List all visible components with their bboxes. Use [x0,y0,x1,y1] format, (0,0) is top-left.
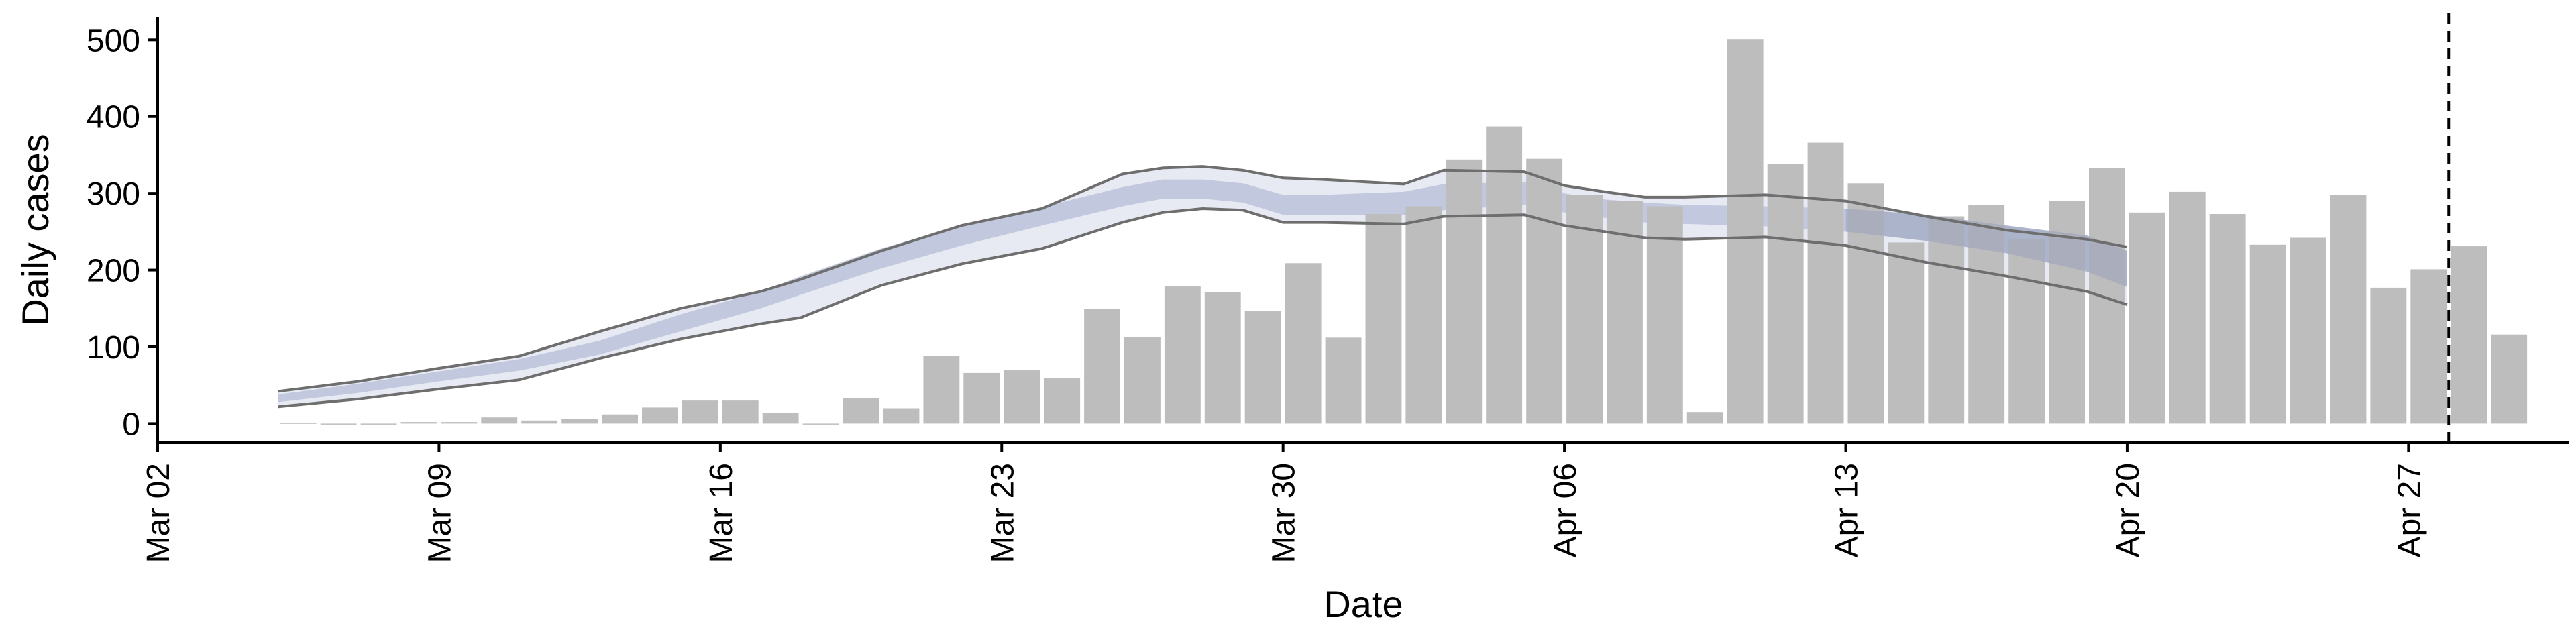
bar-2020-04-12 [1807,142,1844,424]
bar-2020-03-08 [400,422,437,424]
bar-2020-03-28 [1204,292,1241,424]
bar-2020-03-20 [883,408,920,424]
bar-2020-03-12 [561,419,598,424]
x-tick-label-mar-09: Mar 09 [422,463,458,563]
bar-2020-03-29 [1244,311,1281,424]
bar-2020-03-10 [481,417,518,424]
bar-2020-04-20 [2129,212,2165,424]
bar-2020-04-27 [2410,269,2447,424]
y-axis-title: Daily cases [14,133,56,325]
bar-2020-03-18 [802,423,839,425]
bar-2020-03-23 [1004,370,1040,424]
x-tick-label-mar-02: Mar 02 [141,463,176,563]
y-tick-label-100: 100 [87,330,140,366]
bar-2020-04-06 [1566,195,1603,424]
bar-2020-04-21 [2169,191,2206,424]
bar-2020-04-29 [2491,334,2528,424]
x-tick-label-mar-30: Mar 30 [1267,463,1302,563]
bar-2020-04-23 [2249,244,2286,424]
bar-2020-03-30 [1285,263,1322,424]
bar-2020-03-13 [602,414,638,424]
bar-2020-04-10 [1727,39,1764,424]
bar-2020-04-03 [1446,159,1483,424]
x-tick-label-apr-20: Apr 20 [2110,463,2146,557]
bar-2020-03-06 [320,423,357,425]
bar-2020-03-21 [923,356,960,424]
y-tick-label-500: 500 [87,23,140,58]
bar-2020-03-19 [843,398,879,424]
bar-2020-04-25 [2330,195,2367,424]
bar-2020-03-14 [642,407,678,424]
bar-2020-03-11 [521,420,558,424]
bar-2020-04-17 [2008,239,2045,424]
bar-2020-04-22 [2209,214,2246,424]
bar-2020-04-26 [2370,287,2407,424]
bar-2020-04-15 [1928,216,1965,424]
x-axis-title: Date [1324,583,1403,625]
bar-2020-04-11 [1767,164,1804,424]
bar-2020-03-24 [1044,378,1081,424]
projection-band [1845,209,2127,287]
bar-2020-03-09 [441,422,478,424]
y-tick-label-400: 400 [87,100,140,136]
y-tick-label-300: 300 [87,176,140,212]
bar-2020-03-16 [722,400,759,424]
upper-bound-line [278,165,2128,393]
x-tick-label-mar-16: Mar 16 [704,463,739,563]
x-tick-label-apr-13: Apr 13 [1829,463,1865,557]
y-tick-label-0: 0 [122,407,140,442]
y-tick-label-200: 200 [87,254,140,289]
bar-2020-03-05 [280,423,317,424]
bar-2020-04-02 [1405,206,1442,424]
bar-2020-03-26 [1124,337,1161,424]
bar-2020-03-15 [682,400,718,424]
bar-2020-04-19 [2089,168,2125,424]
bar-2020-04-24 [2290,237,2326,424]
bar-2020-03-17 [762,413,799,424]
bar-2020-03-22 [963,372,1000,424]
bar-2020-04-07 [1607,201,1643,424]
daily-case-bars [280,39,2528,425]
axes: 0 100 200 300 400 500 Mar 02 Mar 09 Mar 16 Mar 23… [87,17,2569,563]
x-tick-label-apr-06: Apr 06 [1548,463,1583,557]
bar-2020-04-01 [1365,214,1402,424]
x-tick-label-apr-27: Apr 27 [2392,463,2427,557]
bar-2020-04-09 [1686,412,1723,424]
bar-2020-04-08 [1646,206,1683,424]
bar-2020-04-04 [1486,126,1523,424]
bar-2020-03-07 [360,423,397,425]
x-tick-label-mar-23: Mar 23 [985,463,1020,563]
bar-2020-03-25 [1084,309,1120,424]
bar-2020-03-31 [1325,337,1362,424]
bar-2020-04-28 [2451,246,2487,424]
bar-2020-04-14 [1888,242,1925,424]
estimate-border-lines [278,13,2451,443]
bar-2020-03-27 [1164,286,1201,424]
bar-2020-04-05 [1526,158,1563,424]
lower-bound-line [278,207,2128,409]
